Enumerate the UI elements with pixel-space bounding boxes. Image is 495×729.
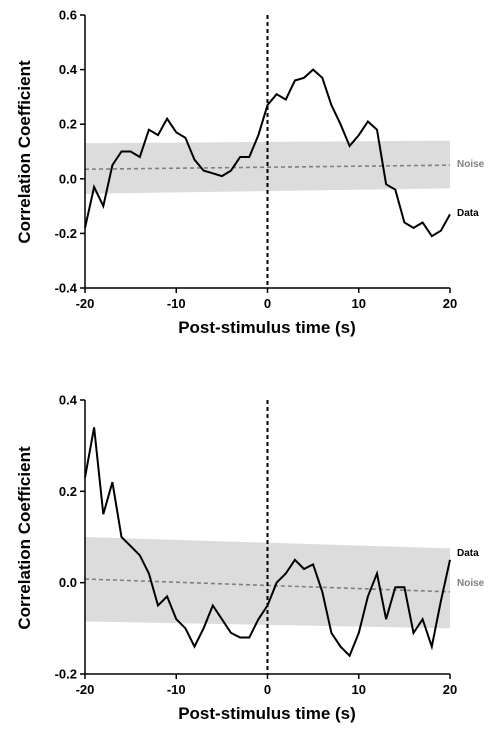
x-tick-label: 0 [264,296,271,311]
y-ticks: -0.2 0.0 0.2 0.4 [55,393,85,682]
y-tick-label: 0.2 [59,117,77,132]
x-tick-label: 10 [352,296,366,311]
x-tick-label: -10 [167,296,186,311]
y-ticks: -0.4 -0.2 0.0 0.2 0.4 0.6 [55,8,85,296]
x-ticks: -20 -10 0 10 20 [76,674,457,697]
x-tick-label: -10 [167,682,186,697]
x-tick-label: 20 [443,682,457,697]
data-line [84,68,451,238]
x-ticks: -20 -10 0 10 20 [76,288,457,311]
y-axis-label: Correlation Coefficient [15,446,34,630]
x-axis-label: Post-stimulus time (s) [178,704,356,723]
y-tick-label: 0.4 [59,62,78,77]
x-axis-label: Post-stimulus time (s) [178,318,356,337]
y-tick-label: -0.2 [55,226,77,241]
y-tick-label: 0.2 [59,484,77,499]
y-axis-label: Correlation Coefficient [15,60,34,244]
y-tick-label: 0.0 [59,171,77,186]
data-series-label: Data [457,208,479,219]
x-tick-label: 20 [443,296,457,311]
x-tick-label: 0 [264,682,271,697]
noise-series-label: Noise [457,159,485,170]
y-tick-label: 0.6 [59,8,77,23]
data-line [84,427,451,658]
top-chart: -0.4 -0.2 0.0 0.2 0.4 0.6 -20 -10 0 10 20 Post-st… [15,8,485,338]
x-tick-label: -20 [76,682,95,697]
noise-series-label: Noise [457,578,485,589]
y-tick-label: 0.0 [59,575,77,590]
x-tick-label: -20 [76,296,95,311]
y-tick-label: 0.4 [59,393,78,408]
y-tick-label: -0.2 [55,667,77,682]
bottom-chart: -0.2 0.0 0.2 0.4 -20 -10 0 10 20 Post-stimulus … [15,393,485,724]
noise-line [84,164,451,171]
y-tick-label: -0.4 [55,281,78,296]
data-series-label: Data [457,548,479,559]
x-tick-label: 10 [352,682,366,697]
